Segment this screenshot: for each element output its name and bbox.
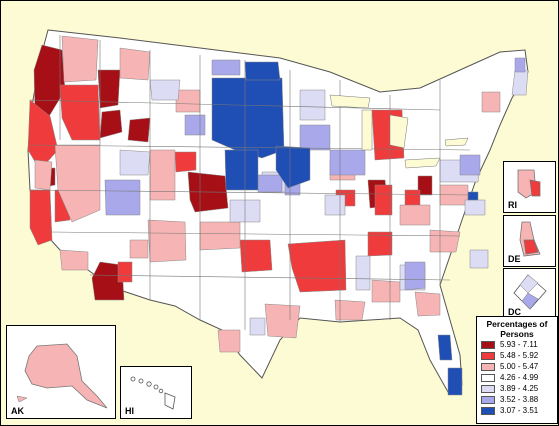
legend-item: 3.52 - 3.88 — [481, 394, 557, 405]
rhode-island-map — [517, 169, 541, 199]
state-boundaries — [29, 35, 471, 330]
legend-rows: 5.93 - 7.11 5.48 - 5.92 5.00 - 5.47 4.26 - … — [477, 339, 557, 416]
legend-label: 3.07 - 3.51 — [500, 406, 539, 415]
class-5-00-5-47-regions — [34, 35, 501, 353]
legend-swatch — [481, 340, 495, 349]
dc-inset: DC — [503, 268, 556, 320]
legend-swatch — [481, 362, 495, 371]
legend-swatch — [481, 406, 495, 415]
class-5-48-5-92-regions — [27, 84, 421, 293]
legend-item: 3.89 - 4.25 — [481, 383, 557, 394]
legend-title-line-2: Persons — [500, 329, 534, 339]
legend-item: 5.00 - 5.47 — [481, 361, 557, 372]
great-lakes — [329, 94, 469, 169]
map-legend: Percentages of Persons 5.93 - 7.11 5.48 -… — [476, 316, 558, 424]
alaska-map — [16, 343, 108, 409]
delaware-map — [519, 221, 541, 257]
legend-item: 3.07 - 3.51 — [481, 405, 557, 416]
legend-label: 5.93 - 7.11 — [500, 340, 538, 349]
legend-swatch — [481, 395, 495, 404]
dc-label: DC — [508, 307, 521, 317]
hawaii-inset: HI — [120, 366, 192, 419]
delaware-inset: DE — [503, 215, 556, 267]
alaska-inset: AK — [6, 325, 116, 419]
legend-item: 4.26 - 4.99 — [481, 372, 557, 383]
hawaii-map — [130, 376, 176, 410]
legend-swatch — [481, 373, 495, 382]
legend-swatch — [481, 351, 495, 360]
alaska-label: AK — [11, 406, 24, 416]
legend-label: 4.26 - 4.99 — [500, 373, 539, 382]
legend-title: Percentages of Persons — [477, 319, 557, 339]
rhode-island-inset: RI — [503, 161, 556, 213]
legend-label: 3.89 - 4.25 — [500, 384, 539, 393]
legend-label: 5.48 - 5.92 — [500, 351, 539, 360]
rhode-island-label: RI — [508, 200, 517, 210]
class-3-07-3-51-regions — [211, 61, 479, 396]
hawaii-label: HI — [125, 406, 134, 416]
legend-swatch — [481, 384, 495, 393]
legend-item: 5.48 - 5.92 — [481, 350, 557, 361]
legend-title-line-1: Percentages of — [486, 319, 548, 329]
dc-map — [513, 274, 547, 310]
legend-label: 3.52 - 3.88 — [500, 395, 539, 404]
delaware-label: DE — [508, 254, 521, 264]
legend-label: 5.00 - 5.47 — [500, 362, 539, 371]
legend-item: 5.93 - 7.11 — [481, 339, 557, 350]
